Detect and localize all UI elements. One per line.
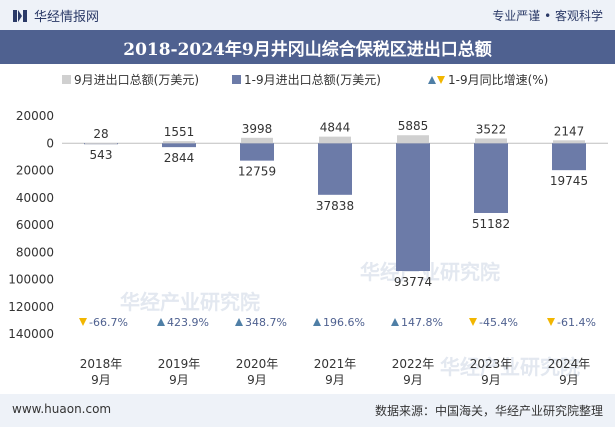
y-tick-label: 60000 [16, 218, 54, 232]
cumulative-value-label: 543 [90, 148, 113, 162]
monthly-value-label: 3522 [476, 122, 507, 136]
cumulative-value-label: 12759 [238, 165, 276, 179]
y-tick-label: 40000 [16, 191, 54, 205]
footer: www.huaon.com 数据来源：中国海关，华经产业研究院整理 [0, 394, 615, 427]
x-tick-label-month: 9月 [481, 373, 501, 387]
chart-area: 华经产业研究院 华经产业研究院 华经产业研究院 9月进出口总额(万美元) 1-9月进出口… [0, 64, 615, 394]
monthly-bar [163, 141, 195, 144]
legend-swatch-cumulative [232, 75, 241, 84]
growth-value-label: 348.7% [245, 316, 287, 329]
cumulative-value-label: 51182 [472, 217, 510, 231]
monthly-bar [475, 138, 507, 144]
cumulative-bar [240, 143, 274, 161]
growth-down-icon [469, 318, 477, 326]
brand: 华经情报网 [12, 6, 99, 25]
watermark-text: 华经产业研究院 [440, 355, 580, 379]
monthly-bar [553, 140, 585, 144]
growth-value-label: 147.8% [401, 316, 443, 329]
growth-value-label: -45.4% [479, 316, 518, 329]
y-tick-label: 80000 [16, 245, 54, 259]
monthly-bar [319, 136, 351, 144]
cumulative-value-label: 19745 [550, 174, 588, 188]
monthly-value-label: 4844 [320, 121, 351, 135]
y-tick-label: 140000 [8, 327, 54, 341]
x-tick-label-year: 2021年 [314, 357, 357, 371]
cumulative-bar [162, 143, 196, 148]
monthly-bar [85, 143, 117, 145]
top-bar: 华经情报网 专业严谨 • 客观科学 [0, 0, 615, 30]
growth-up-icon [313, 318, 321, 326]
monthly-value-label: 28 [93, 127, 108, 141]
cumulative-bar [318, 143, 352, 195]
x-tick-label-month: 9月 [247, 373, 267, 387]
brand-logo-icon [13, 9, 27, 22]
monthly-bar [241, 137, 273, 144]
tagline: 专业严谨 • 客观科学 [492, 9, 603, 23]
watermark-text: 华经产业研究院 [120, 290, 260, 314]
growth-value-label: -61.4% [557, 316, 596, 329]
x-tick-label-year: 2024年 [548, 357, 591, 371]
x-tick-label-month: 9月 [169, 373, 189, 387]
x-tick-label-year: 2022年 [392, 357, 435, 371]
legend-label-cumulative: 1-9月进出口总额(万美元) [244, 73, 381, 87]
monthly-value-label: 2147 [554, 124, 585, 138]
growth-value-label: 423.9% [167, 316, 209, 329]
growth-value-label: -66.7% [89, 316, 128, 329]
x-tick-label-year: 2020年 [236, 357, 279, 371]
footer-source: 数据来源：中国海关，华经产业研究院整理 [374, 404, 603, 418]
growth-value-label: 196.6% [323, 316, 365, 329]
growth-down-icon [79, 318, 87, 326]
x-tick-label-year: 2018年 [80, 357, 123, 371]
y-tick-label: 0 [46, 136, 54, 150]
cumulative-value-label: 37838 [316, 199, 354, 213]
brand-name: 华经情报网 [34, 10, 100, 25]
y-tick-label: 120000 [8, 300, 54, 314]
x-tick-label-year: 2023年 [470, 357, 513, 371]
y-tick-label: 20000 [16, 109, 54, 123]
x-tick-label-month: 9月 [325, 373, 345, 387]
monthly-value-label: 1551 [164, 125, 195, 139]
x-tick-label-month: 9月 [403, 373, 423, 387]
cumulative-value-label: 2844 [164, 151, 195, 165]
y-tick-label: 100000 [8, 273, 54, 287]
chart-title: 2018-2024年9月井冈山综合保税区进出口总额 [0, 30, 615, 64]
monthly-bar [397, 135, 429, 144]
growth-up-icon [157, 318, 165, 326]
legend-triangle-up-icon [428, 76, 436, 84]
monthly-value-label: 3998 [242, 122, 273, 136]
footer-site: www.huaon.com [12, 402, 112, 416]
x-tick-label-year: 2019年 [158, 357, 201, 371]
y-tick-label: 20000 [16, 164, 54, 178]
growth-up-icon [391, 318, 399, 326]
x-tick-label-month: 9月 [559, 373, 579, 387]
legend-triangle-down-icon [437, 76, 445, 84]
cumulative-bar [552, 143, 586, 171]
growth-up-icon [235, 318, 243, 326]
cumulative-value-label: 93774 [394, 275, 432, 289]
legend-label-monthly: 9月进出口总额(万美元) [74, 73, 199, 87]
legend-swatch-monthly [62, 75, 71, 84]
cumulative-bar [474, 143, 508, 213]
x-tick-label-month: 9月 [91, 373, 111, 387]
growth-down-icon [547, 318, 555, 326]
monthly-value-label: 5885 [398, 119, 429, 133]
cumulative-bar [396, 143, 430, 272]
legend-label-growth: 1-9月同比增速(%) [448, 73, 548, 87]
